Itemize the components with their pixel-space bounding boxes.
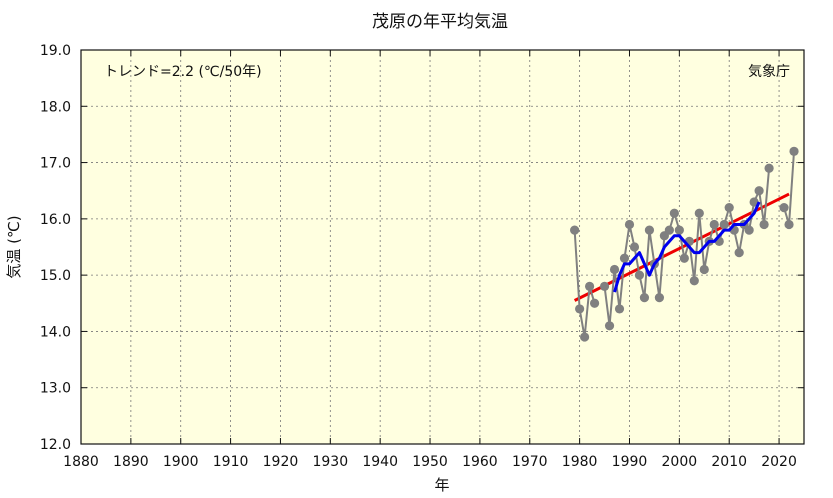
annual-point [624,219,635,230]
annual-series [570,146,799,342]
annual-point [669,208,679,218]
x-tick-label: 2010 [711,454,747,470]
source-label: 気象庁 [748,64,790,80]
annual-point [629,242,640,252]
moving-average-series [613,201,761,293]
annual-point [589,298,600,308]
annual-point [575,304,585,314]
trend-annotation: トレンド=2.2 (℃/50年) [104,64,262,80]
x-tick-label: 2000 [662,454,698,470]
x-tick-label: 2020 [761,454,797,470]
annual-point [694,208,704,218]
y-tick-label: 16.0 [40,212,71,228]
annual-point [744,225,754,235]
y-tick-label: 13.0 [40,381,71,397]
x-tick-label: 1950 [412,454,448,470]
annual-point [654,293,665,303]
x-tick-label: 1890 [113,454,149,470]
annual-point [644,225,655,235]
annual-point [764,163,774,173]
y-axis-ticks: 12.0 13.0 14.0 15.0 16.0 17.0 18.0 19.0 [40,43,804,453]
y-tick-label: 19.0 [40,43,71,59]
annual-point [759,219,769,230]
y-tick-label: 14.0 [40,324,71,340]
annual-point [719,219,729,230]
annual-point [784,219,794,230]
moving-average-line [613,201,761,293]
x-tick-label: 1900 [163,454,199,470]
y-tick-label: 18.0 [40,99,71,115]
chart-title: 茂原の年平均気温 [372,12,508,32]
x-axis-label: 年 [434,476,449,494]
annual-line [603,168,771,326]
x-tick-label: 1970 [512,454,548,470]
annual-point [634,270,645,280]
annual-point [580,332,590,342]
annual-point [689,276,699,286]
annual-point [614,304,625,314]
annual-point [609,264,620,275]
x-tick-label: 1910 [213,454,249,470]
annual-point [754,186,764,196]
x-tick-label: 1980 [562,454,598,470]
annual-point [619,253,630,263]
x-tick-label: 1940 [362,454,398,470]
plot-area [81,50,804,444]
x-axis-ticks: 1880 1890 1900 1910 1920 1930 1940 1950 1960 1970… [63,50,797,470]
y-tick-label: 12.0 [40,437,71,453]
annual-point [789,146,799,156]
y-axis-label: 気温 (℃) [5,215,23,278]
annual-point [709,219,719,230]
annual-point [749,197,759,207]
annual-point [604,321,615,331]
annual-point [674,225,684,235]
annual-point [584,281,595,291]
annual-point [639,293,650,303]
x-tick-label: 1920 [263,454,299,470]
gridlines [81,50,804,444]
x-tick-label: 1960 [462,454,498,470]
x-tick-label: 1880 [63,454,99,470]
y-tick-label: 17.0 [40,156,71,172]
annual-point [699,264,709,275]
x-tick-label: 1930 [312,454,348,470]
annual-point [734,248,744,258]
annual-point [570,225,580,235]
plot-border [80,49,805,445]
x-tick-label: 1990 [612,454,648,470]
annual-point [664,225,674,235]
annual-point [779,203,789,213]
y-tick-label: 15.0 [40,268,71,284]
annual-point [679,253,689,263]
annual-point [599,281,610,291]
annual-point [724,203,734,213]
